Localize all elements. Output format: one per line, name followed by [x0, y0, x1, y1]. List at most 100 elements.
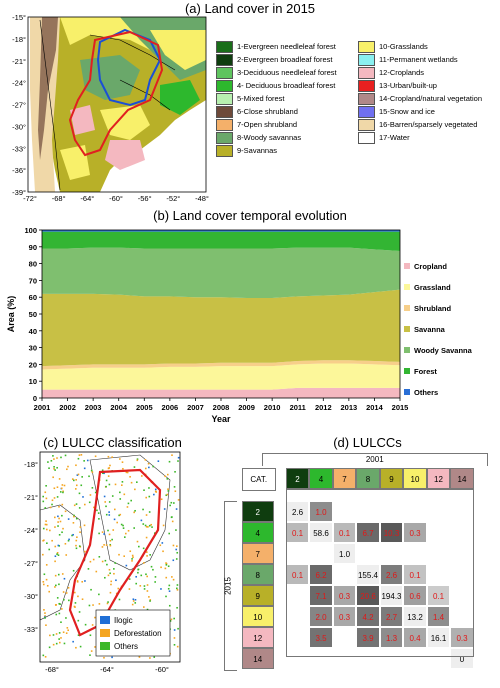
legend-label: 16-Barren/sparsely vegetated: [379, 120, 478, 129]
lulcc-pixel: [149, 657, 151, 659]
lulcc-pixel: [118, 514, 120, 517]
lulcc-pixel: [134, 602, 137, 604]
matrix-cell: [332, 627, 357, 648]
lon-tick-label: -72°: [23, 194, 37, 203]
lulcc-pixel: [122, 524, 124, 527]
lulcc-pixel: [103, 544, 105, 546]
lulcc-pixel: [96, 509, 98, 512]
lulcc-pixel: [170, 501, 173, 504]
x-tick-label: 2011: [290, 403, 306, 412]
legend-item: 1-Evergreen needleleaf forest: [216, 40, 337, 53]
lulcc-pixel: [176, 589, 179, 591]
legend-swatch: [404, 284, 410, 290]
lulcc-pixel: [54, 526, 56, 528]
legend-item: 9-Savannas: [216, 144, 337, 157]
lulcc-pixel: [176, 584, 179, 586]
lulcc-pixel: [131, 603, 134, 606]
lulcc-pixel: [108, 511, 110, 513]
y-tick-label: 20: [29, 360, 37, 369]
legend-swatch: [216, 131, 233, 144]
lulcc-pixel: [124, 536, 126, 538]
lulcc-pixel: [94, 616, 96, 619]
lulcc-pixel: [139, 585, 142, 587]
matrix-cell: [309, 543, 333, 564]
lulcc-pixel: [177, 499, 180, 501]
lulcc-pixel: [62, 490, 64, 493]
matrix-col-header: 4: [309, 468, 333, 489]
lulcc-pixel: [104, 576, 106, 579]
lulcc-pixel: [171, 520, 174, 523]
lulcc-pixel: [152, 568, 154, 571]
lulcc-pixel: [176, 645, 179, 648]
lulcc-pixel: [101, 560, 104, 563]
lulcc-pixel: [148, 466, 150, 469]
lulcc-pixel: [65, 554, 68, 556]
lulcc-pixel: [103, 656, 105, 659]
lulcc-pixel: [63, 598, 65, 601]
matrix-row-header: 9: [242, 585, 274, 606]
lulcc-pixel: [105, 479, 108, 482]
lulcc-pixel: [49, 529, 51, 532]
matrix-cell: 58.6: [309, 522, 333, 543]
matrix-cell: 2.0: [309, 606, 333, 627]
lulcc-pixel: [109, 591, 112, 594]
legend-swatch: [100, 616, 110, 624]
lulcc-pixel: [132, 556, 134, 559]
matrix-cell: 0.4: [403, 627, 427, 648]
lulcc-pixel: [164, 567, 167, 570]
lulcc-pixel: [48, 467, 50, 469]
legend-label: 13-Urban/built-up: [379, 81, 437, 90]
lulcc-pixel: [147, 526, 149, 528]
lulcc-pixel: [58, 632, 61, 634]
lulcc-pixel: [135, 582, 138, 585]
lulcc-pixel: [75, 539, 78, 542]
lulcc-pixel: [145, 525, 148, 528]
lulcc-pixel: [42, 527, 45, 530]
legend-label: Deforestation: [114, 629, 162, 638]
matrix-cell: [379, 543, 404, 564]
lulcc-pixel: [137, 571, 139, 574]
legend-label: Grassland: [414, 283, 451, 292]
legend-label: 8-Woody savannas: [237, 133, 302, 142]
lulcc-pixel: [106, 563, 108, 566]
legend-swatch: [358, 66, 375, 79]
legend-swatch: [100, 642, 110, 650]
lulcc-pixel: [173, 637, 176, 639]
lulcc-pixel: [153, 656, 156, 658]
legend-item: 7-Open shrubland: [216, 118, 337, 131]
legend-swatch: [358, 40, 375, 53]
x-tick-label: 2010: [264, 403, 281, 412]
lulcc-pixel: [81, 580, 84, 583]
legend-label: 3-Deciduous needleleaf forest: [237, 68, 337, 77]
legend-swatch: [404, 347, 410, 353]
lulcc-pixel: [103, 495, 106, 498]
lulcc-pixel: [126, 506, 129, 508]
legend-item: 13-Urban/built-up: [358, 79, 482, 92]
lulcc-pixel: [150, 565, 153, 568]
lulcc-pixel: [72, 640, 74, 643]
lulcc-pixel: [67, 629, 69, 632]
lulcc-pixel: [57, 525, 59, 527]
lulcc-pixel: [60, 637, 62, 639]
matrix-cell: 13.2: [403, 606, 427, 627]
lulcc-pixel: [75, 503, 78, 505]
area-series: [42, 387, 400, 398]
lulcc-pixel: [44, 612, 46, 614]
lulcc-pixel: [160, 588, 162, 590]
lulcc-pixel: [58, 583, 60, 586]
legend-item: 2-Evergreen broadleaf forest: [216, 53, 337, 66]
lulcc-pixel: [108, 568, 111, 571]
lulcc-pixel: [78, 492, 81, 495]
lulcc-pixel: [75, 517, 78, 520]
lulcc-pixel: [177, 456, 180, 459]
area-series: [42, 247, 400, 299]
lulcc-pixel: [76, 474, 79, 476]
lulcc-pixel: [108, 483, 111, 486]
matrix-row-header: 8: [242, 564, 274, 585]
lulcc-pixel: [72, 522, 75, 524]
lulcc-pixel: [98, 532, 100, 535]
lat-tick-label: -30°: [12, 122, 26, 131]
lulcc-pixel: [56, 466, 58, 469]
lulcc-pixel: [129, 475, 131, 478]
lulcc-pixel: [54, 555, 57, 558]
